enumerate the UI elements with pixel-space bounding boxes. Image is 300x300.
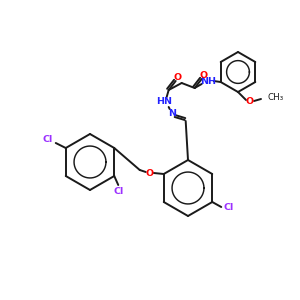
Text: O: O (200, 71, 208, 80)
Text: Cl: Cl (113, 187, 123, 196)
Text: O: O (246, 97, 254, 106)
Text: NH: NH (200, 76, 216, 85)
Text: O: O (146, 169, 154, 178)
Text: HN: HN (156, 98, 172, 106)
Text: Cl: Cl (43, 136, 53, 145)
Text: Cl: Cl (223, 203, 233, 212)
Text: N: N (168, 109, 176, 118)
Text: O: O (174, 74, 182, 82)
Text: CH₃: CH₃ (268, 94, 284, 103)
